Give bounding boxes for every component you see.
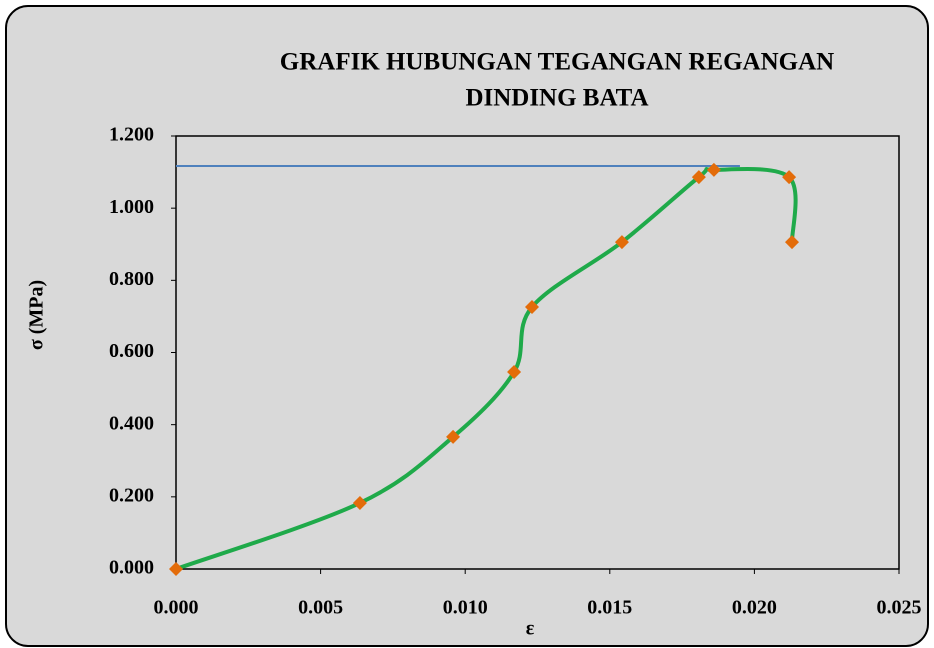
y-tick-label: 0.800	[109, 268, 154, 290]
y-tick-label: 0.200	[109, 484, 154, 506]
x-tick-label: 0.000	[154, 597, 199, 619]
y-tick-label: 1.200	[109, 124, 154, 146]
chart: GRAFIK HUBUNGAN TEGANGAN REGANGAN DINDIN…	[0, 0, 934, 648]
x-tick-label: 0.015	[587, 597, 632, 619]
y-tick-label: 1.000	[109, 196, 154, 218]
chart-title: GRAFIK HUBUNGAN TEGANGAN REGANGAN	[280, 49, 834, 76]
x-tick-label: 0.010	[443, 597, 488, 619]
plot-area	[176, 136, 899, 569]
x-tick-label: 0.025	[877, 597, 922, 619]
y-axis-label: σ (MPa)	[26, 280, 48, 350]
y-tick-label: 0.400	[109, 412, 154, 434]
x-tick-label: 0.005	[298, 597, 343, 619]
page: {"chart_data": {"type": "scatter", "titl…	[0, 0, 934, 648]
x-tick-label: 0.020	[732, 597, 777, 619]
x-axis-label: ε	[526, 618, 535, 640]
y-tick-label: 0.000	[109, 557, 154, 579]
y-tick-label: 0.600	[109, 340, 154, 362]
chart-title: DINDING BATA	[465, 85, 648, 112]
